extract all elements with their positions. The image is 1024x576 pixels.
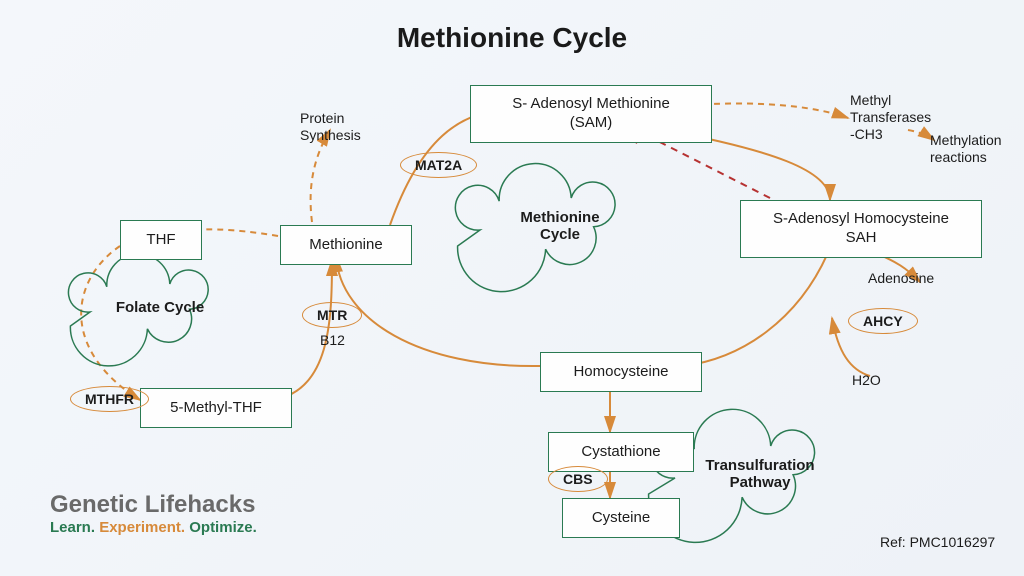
- arrow-sam-to-methyl: [692, 103, 848, 118]
- cloud-label-folate: Folate Cycle: [116, 299, 204, 316]
- cloud-label-transulf: TransulfurationPathway: [705, 457, 814, 491]
- page-title: Methionine Cycle: [0, 0, 1024, 54]
- label-methyltx: MethylTransferases-CH3: [850, 92, 931, 142]
- label-protein: ProteinSynthesis: [300, 110, 361, 144]
- node-sah: S-Adenosyl HomocysteineSAH: [740, 200, 982, 258]
- title-text: Methionine Cycle: [397, 22, 627, 54]
- cloud-label-metcyc: MethionineCycle: [520, 209, 599, 243]
- enzyme-cbs: CBS: [548, 466, 608, 492]
- label-methylrx: Methylationreactions: [930, 132, 1002, 166]
- arrow-thf-to-mthf: [81, 246, 140, 400]
- label-ref: Ref: PMC1016297: [880, 534, 995, 551]
- enzyme-ahcy: AHCY: [848, 308, 918, 334]
- cloud-folate: [68, 254, 208, 366]
- brand-learn: Learn.: [50, 519, 95, 536]
- cloud-metcyc: [455, 164, 615, 292]
- enzyme-mat2a: MAT2A: [400, 152, 477, 178]
- label-b12: B12: [320, 332, 345, 349]
- enzyme-mtr: MTR: [302, 302, 362, 328]
- enzyme-mthfr: MTHFR: [70, 386, 149, 412]
- brand-tagline: Learn. Experiment. Optimize.: [50, 519, 257, 536]
- brand-experiment: Experiment.: [99, 519, 185, 536]
- node-mthf: 5-Methyl-THF: [140, 388, 292, 428]
- label-h2o: H2O: [852, 372, 881, 389]
- arrow-mthf-to-met: [272, 260, 332, 400]
- arrow-sah-to-homo: [682, 248, 830, 366]
- brand-name: Genetic Lifehacks: [50, 491, 257, 519]
- arrow-met-to-protein: [311, 130, 330, 222]
- node-cysteine: Cysteine: [562, 498, 680, 538]
- brand-optimize: Optimize.: [189, 519, 257, 536]
- node-homocys: Homocysteine: [540, 352, 702, 392]
- node-sam: S- Adenosyl Methionine(SAM): [470, 85, 712, 143]
- label-adenosine: Adenosine: [868, 270, 934, 287]
- node-thf: THF: [120, 220, 202, 260]
- node-methionine: Methionine: [280, 225, 412, 265]
- brand-block: Genetic Lifehacks Learn. Experiment. Opt…: [50, 491, 257, 536]
- arrow-homo-to-met: [336, 256, 540, 366]
